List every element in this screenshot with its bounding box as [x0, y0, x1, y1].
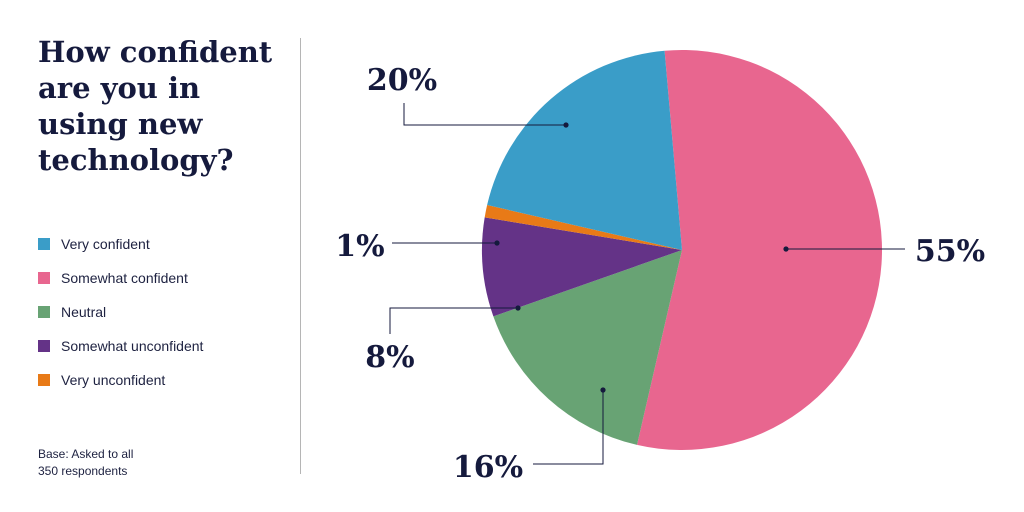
legend-swatch	[38, 272, 50, 284]
legend-swatch	[38, 340, 50, 352]
data-label-somewhat-confident: 55%	[915, 234, 985, 269]
legend-label: Neutral	[61, 304, 107, 320]
base-note-line: Base: Asked to all	[38, 447, 134, 461]
pie-slice-somewhat-confident	[637, 49, 882, 450]
pie-slice-very-confident	[487, 50, 682, 250]
leader-line-somewhat-unconfident	[389, 307, 518, 334]
data-label-neutral: 16%	[453, 450, 523, 485]
title-line: technology?	[38, 143, 234, 177]
pie-slice-somewhat-unconfident	[482, 217, 682, 317]
data-label-very-unconfident: 1%	[335, 229, 384, 264]
title-line: How confident	[38, 35, 273, 69]
legend-swatch	[38, 238, 50, 250]
legend-label: Somewhat confident	[61, 270, 188, 286]
base-note: Base: Asked to all 350 respondents	[38, 446, 133, 480]
leader-dot-very-confident	[563, 122, 569, 128]
title-line: are you in	[38, 71, 201, 105]
chart-title: How confident are you in using new techn…	[38, 34, 278, 178]
pie-slice-very-unconfident	[484, 205, 682, 250]
data-label-somewhat-unconfident: 8%	[365, 340, 414, 375]
title-line: using new	[38, 107, 203, 141]
leader-line-very-confident	[403, 103, 566, 126]
leader-line-neutral	[533, 390, 604, 465]
base-note-line: 350 respondents	[38, 464, 128, 478]
leader-dot-somewhat-unconfident	[515, 305, 521, 311]
leader-dot-neutral	[600, 387, 606, 393]
leader-dot-very-unconfident	[494, 240, 500, 246]
pie-slice-neutral	[493, 250, 682, 445]
divider	[300, 38, 301, 474]
legend-label: Somewhat unconfident	[61, 338, 204, 354]
legend-label: Very confident	[61, 236, 150, 252]
legend-label: Very unconfident	[61, 372, 166, 388]
legend-swatch	[38, 374, 50, 386]
data-label-very-confident: 20%	[367, 63, 437, 98]
leader-dot-somewhat-confident	[783, 246, 789, 252]
legend-swatch	[38, 306, 50, 318]
